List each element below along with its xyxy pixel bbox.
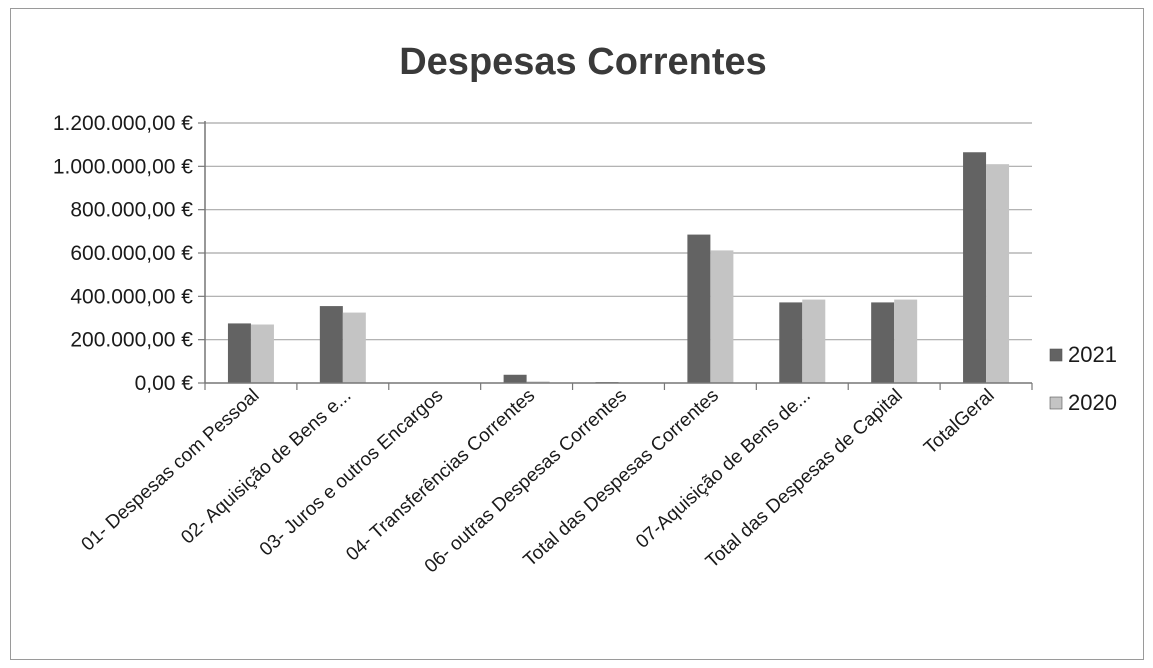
bar-2020 (710, 250, 734, 383)
bar-2021 (963, 152, 987, 383)
bar-2021 (871, 302, 895, 383)
x-tick-label: 02- Aquisição de Bens e... (177, 385, 355, 548)
chart-title: Despesas Correntes (399, 41, 767, 83)
x-tick-label: 07-Aquisição de Bens de... (632, 385, 815, 553)
bar-2021 (503, 374, 527, 383)
bar-2020 (342, 312, 366, 383)
legend: 2021 2020 (1049, 342, 1117, 415)
x-tick-label: 04- Transferências Correntes (342, 385, 539, 565)
bar-2020 (986, 164, 1010, 383)
x-tick-label: Total das Despesas de Capital (702, 385, 907, 572)
bars (227, 152, 1010, 383)
legend-label-2020: 2020 (1068, 390, 1117, 415)
axes (204, 121, 1032, 384)
y-tick-label: 200.000,00 € (70, 329, 193, 352)
y-tick-label: 800.000,00 € (70, 199, 193, 222)
legend-swatch-2021 (1049, 348, 1063, 362)
x-tick-label: 03- Juros e outros Encargos (256, 385, 447, 560)
bar-2020 (802, 299, 826, 383)
bar-2020 (250, 324, 274, 383)
bar-2020 (526, 381, 550, 383)
bar-2020 (894, 299, 918, 383)
legend-label-2021: 2021 (1068, 342, 1117, 367)
chart-frame (10, 8, 1144, 660)
y-tick-label: 400.000,00 € (70, 285, 193, 308)
legend-swatch-2020 (1049, 396, 1063, 410)
x-tick-label: Total das Despesas Correntes (520, 385, 723, 571)
y-tick-label: 0,00 € (135, 372, 194, 395)
y-tick-label: 600.000,00 € (70, 242, 193, 265)
y-tick-label: 1.000.000,00 € (53, 155, 193, 178)
bar-2021 (227, 323, 251, 383)
y-tick-label: 1.200.000,00 € (53, 112, 193, 135)
x-tick-label: TotalGeral (920, 385, 998, 459)
x-tick-label: 01- Despesas com Pessoal (78, 385, 264, 555)
bar-2021 (687, 234, 711, 383)
bar-2021 (779, 302, 803, 383)
y-axis-ticks: 0,00 € 200.000,00 € 400.000,00 € 600.000,00… (53, 112, 205, 395)
bar-2021 (319, 306, 343, 383)
